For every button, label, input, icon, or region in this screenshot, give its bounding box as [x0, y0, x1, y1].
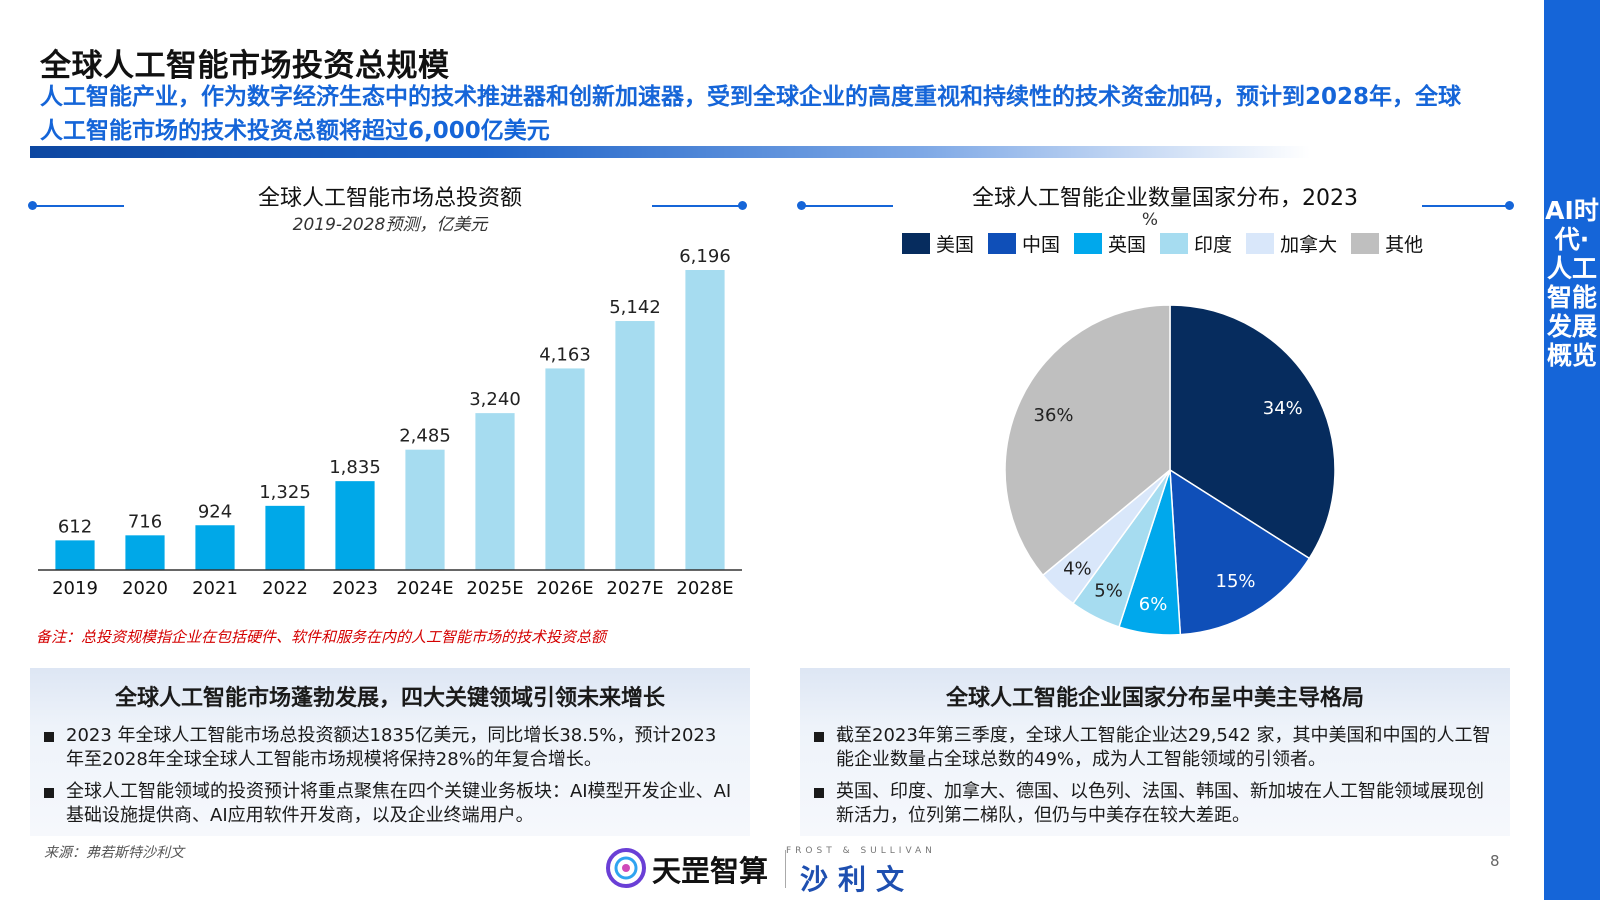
bar-2027E [615, 321, 655, 570]
section-line-left-a [32, 205, 124, 207]
logo-divider [785, 850, 786, 888]
bar-value-label: 3,240 [469, 389, 521, 410]
brand-logo-icon [606, 848, 646, 888]
pie-chart: 34% 15% 6% 5%4% 36% [1004, 304, 1336, 636]
title-divider [30, 146, 1310, 158]
bar-2025E [475, 413, 515, 570]
legend-swatch [1351, 233, 1380, 254]
pie-slice-label: 36% [1034, 405, 1074, 426]
pie-chart-unit: % [1141, 210, 1159, 230]
bar-value-label: 716 [128, 511, 162, 532]
right-panel-bullets: 截至2023年第三季度，全球人工智能企业达29,542 家，其中美国和中国的人工… [814, 724, 1496, 828]
legend-label: 印度 [1194, 234, 1233, 256]
section-dot-left-end [738, 201, 747, 210]
pie-slice-label: 4% [1063, 559, 1092, 580]
bar-2020 [125, 535, 165, 570]
legend-item-中国: 中国 [988, 230, 1060, 257]
bar-2022 [265, 505, 305, 570]
section-dot-right-end [1505, 201, 1514, 210]
bar-2019 [55, 540, 95, 570]
right-bullet-1: 截至2023年第三季度，全球人工智能企业达29,542 家，其中美国和中国的人工… [814, 724, 1496, 772]
bar-2023 [335, 481, 375, 570]
bar-category-label: 2024E [396, 578, 453, 599]
side-label: AI时代·人工智能发展概览 [1545, 196, 1599, 370]
legend-item-英国: 英国 [1074, 230, 1146, 257]
section-line-left-b [652, 205, 742, 207]
right-summary-panel: 全球人工智能企业国家分布呈中美主导格局 截至2023年第三季度，全球人工智能企业… [800, 668, 1510, 836]
bar-value-label: 1,325 [259, 482, 311, 503]
bar-chart-title: 全球人工智能市场总投资额 [257, 186, 522, 211]
legend-item-加拿大: 加拿大 [1246, 230, 1337, 257]
bar-category-label: 2019 [52, 578, 98, 599]
left-bullet-2: 全球人工智能领域的投资预计将重点聚焦在四个关键业务板块：AI模型开发企业、AI基… [44, 780, 732, 828]
partner-logo-text: 沙利文 [800, 863, 915, 896]
pie-slice-其他 [1004, 304, 1171, 577]
legend-swatch [1074, 233, 1103, 254]
legend-label: 英国 [1108, 234, 1147, 256]
legend-item-印度: 印度 [1160, 230, 1232, 257]
bar-value-label: 1,835 [329, 457, 381, 478]
bar-2026E [545, 368, 585, 570]
bar-value-label: 2,485 [399, 426, 451, 447]
left-summary-panel: 全球人工智能市场蓬勃发展，四大关键领域引领未来增长 2023 年全球人工智能市场… [30, 668, 750, 836]
page-title: 全球人工智能市场投资总规模 [40, 48, 450, 84]
pie-slice-美国 [1169, 304, 1336, 560]
bar-category-label: 2023 [332, 578, 378, 599]
left-bullet-1: 2023 年全球人工智能市场总投资额达1835亿美元，同比增长38.5%，预计2… [44, 724, 732, 772]
bar-2028E [685, 270, 725, 570]
legend-swatch [988, 233, 1017, 254]
right-panel-title: 全球人工智能企业国家分布呈中美主导格局 [945, 686, 1364, 711]
bar-category-label: 2022 [262, 578, 308, 599]
legend-swatch [902, 233, 930, 254]
section-line-right-b [1422, 205, 1508, 207]
legend-label: 其他 [1385, 234, 1424, 256]
brand-logo-text: 天罡智算 [652, 854, 769, 888]
legend-label: 中国 [1022, 234, 1061, 256]
bar-category-label: 2027E [606, 578, 663, 599]
pie-legend: 美国 中国 英国 印度 加拿大 其他 [902, 230, 1462, 258]
legend-swatch [1160, 233, 1189, 254]
page-subtitle: 人工智能产业，作为数字经济生态中的技术推进器和创新加速器，受到全球企业的高度重视… [40, 84, 1462, 144]
bar-value-label: 612 [58, 516, 92, 537]
bar-category-label: 2026E [536, 578, 593, 599]
pie-chart-title: 全球人工智能企业数量国家分布，2023 [972, 186, 1358, 211]
page-number: 8 [1490, 852, 1500, 870]
bar-category-label: 2025E [466, 578, 523, 599]
source-note: 来源：弗若斯特沙利文 [44, 845, 184, 861]
pie-slice-label: 6% [1139, 594, 1168, 615]
legend-label: 加拿大 [1280, 234, 1338, 256]
section-line-right-a [801, 205, 893, 207]
bar-chart: 612 2019 716 2020 924 2021 1,325 2022 1,835 2023 2… [38, 246, 742, 599]
legend-label: 美国 [936, 234, 975, 256]
pie-slice-label: 5% [1094, 581, 1123, 602]
bar-chart-note: 备注：总投资规模指企业在包括硬件、软件和服务在内的人工智能市场的技术投资总额 [36, 628, 607, 646]
bar-2024E [405, 449, 445, 570]
bar-value-label: 5,142 [609, 297, 661, 318]
pie-slice-label: 34% [1263, 398, 1303, 419]
right-bullet-2: 英国、印度、加拿大、德国、以色列、法国、韩国、新加坡在人工智能领域展现创新活力，… [814, 780, 1496, 828]
legend-swatch [1246, 233, 1275, 254]
pie-slice-label: 15% [1216, 571, 1256, 592]
bar-2021 [195, 525, 235, 570]
legend-item-美国: 美国 [902, 230, 974, 257]
side-band [1544, 0, 1600, 900]
bar-value-label: 4,163 [539, 344, 591, 365]
bar-value-label: 6,196 [679, 246, 731, 267]
bar-category-label: 2021 [192, 578, 238, 599]
pie-slice-中国 [1169, 468, 1311, 636]
partner-logo-en: FROST & SULLIVAN [786, 846, 936, 856]
left-panel-title: 全球人工智能市场蓬勃发展，四大关键领域引领未来增长 [114, 686, 665, 711]
bar-chart-subtitle: 2019-2028预测，亿美元 [292, 215, 488, 235]
bar-value-label: 924 [198, 501, 232, 522]
legend-item-其他: 其他 [1351, 230, 1423, 257]
bar-category-label: 2020 [122, 578, 168, 599]
left-panel-bullets: 2023 年全球人工智能市场总投资额达1835亿美元，同比增长38.5%，预计2… [44, 724, 732, 828]
bar-category-label: 2028E [676, 578, 733, 599]
